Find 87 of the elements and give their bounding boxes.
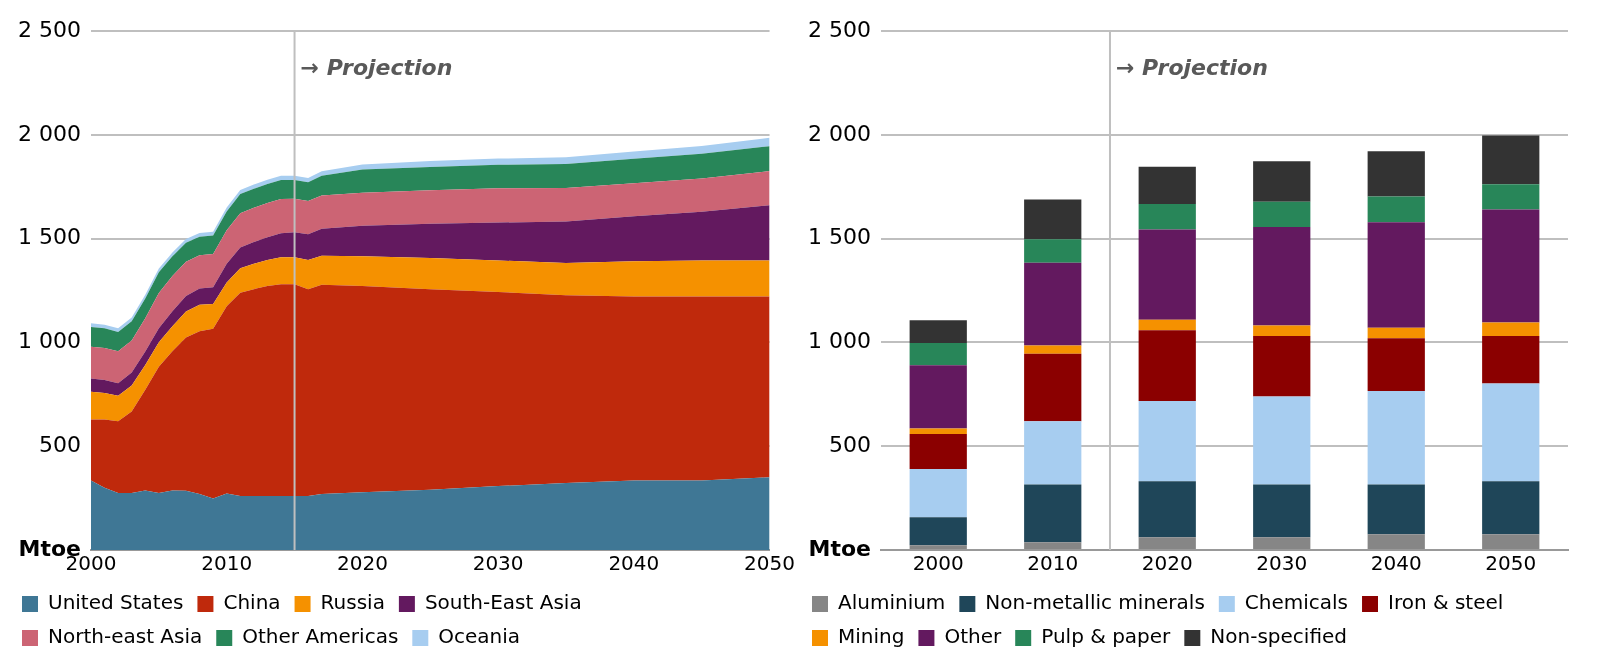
bar — [909, 434, 967, 470]
bar — [1482, 336, 1540, 384]
x-tick-label: 2050 — [1485, 551, 1537, 576]
y-tick-label: Mtoe — [808, 535, 871, 561]
ref-line-label: → Projection — [300, 54, 453, 80]
bar — [1367, 222, 1425, 328]
bar — [1138, 401, 1196, 482]
legend-label: Other Americas — [242, 624, 399, 649]
y-tick-label: 1 000 — [808, 328, 871, 354]
bar — [909, 469, 967, 518]
bar — [1138, 481, 1196, 538]
legend-label: Oceania — [438, 624, 521, 649]
x-tick-label: 2030 — [472, 551, 524, 576]
bar — [1482, 534, 1540, 549]
x-tick-label: 2020 — [336, 551, 388, 576]
y-tick-label: 500 — [828, 431, 871, 457]
bar — [1024, 199, 1082, 240]
bar — [1138, 229, 1196, 320]
bar — [1138, 204, 1196, 230]
legend-label: Aluminium — [838, 590, 946, 615]
bar — [1253, 484, 1311, 538]
legend-label: Non-metallic minerals — [985, 590, 1205, 615]
x-tick-label: 2010 — [1027, 551, 1079, 576]
legend-label: Non-specified — [1210, 624, 1347, 649]
bar — [1024, 345, 1082, 354]
x-tick-label: 2040 — [1370, 551, 1422, 576]
bar — [1367, 196, 1425, 223]
bar — [1138, 166, 1196, 205]
bar — [1024, 542, 1082, 549]
legend-label: North-east Asia — [48, 624, 203, 649]
bar — [1138, 319, 1196, 331]
y-tick-label: 2 500 — [808, 16, 871, 42]
bar — [1482, 383, 1540, 482]
y-tick-label: 2 500 — [18, 16, 81, 42]
x-tick-label: 2040 — [608, 551, 660, 576]
bar — [1482, 322, 1540, 337]
bar — [1253, 201, 1311, 228]
legend-label: China — [223, 590, 281, 615]
bar — [909, 320, 967, 344]
bar — [1482, 481, 1540, 535]
bar — [909, 343, 967, 366]
y-tick-label: 1 500 — [18, 224, 81, 250]
bar — [909, 517, 967, 546]
legend-label: South-East Asia — [424, 590, 582, 615]
x-tick-label: 2010 — [201, 551, 253, 576]
bar — [909, 365, 967, 429]
legend-label: Pulp & paper — [1041, 624, 1172, 649]
y-tick-label: 2 000 — [808, 120, 871, 146]
legend-label: Russia — [320, 590, 385, 615]
bar — [1482, 135, 1540, 185]
x-tick-label: 2050 — [744, 551, 795, 576]
y-tick-label: 1 000 — [18, 328, 81, 354]
y-tick-label: 2 000 — [18, 120, 81, 146]
bar — [909, 428, 967, 434]
bar — [1024, 262, 1082, 346]
x-tick-label: 2020 — [1141, 551, 1193, 576]
bar — [1367, 327, 1425, 339]
bar — [1138, 537, 1196, 549]
bar — [1367, 151, 1425, 197]
legend-label: Other — [944, 624, 1002, 649]
legend-label: Iron & steel — [1388, 590, 1504, 615]
bar — [1253, 396, 1311, 485]
bar — [1482, 184, 1540, 210]
legend-label: Mining — [838, 624, 905, 649]
bar — [1367, 338, 1425, 392]
bar — [909, 545, 967, 549]
legend-label: United States — [48, 590, 184, 615]
bar — [1253, 336, 1311, 397]
bar — [1024, 484, 1082, 543]
bar — [1253, 161, 1311, 202]
bar — [1024, 421, 1082, 485]
bar — [1482, 209, 1540, 323]
annotation: → Projection — [1115, 54, 1268, 80]
bar — [1138, 330, 1196, 401]
x-tick-label: 2030 — [1256, 551, 1308, 576]
y-tick-label: 500 — [38, 431, 81, 457]
legend-label: Chemicals — [1244, 590, 1349, 615]
bar — [1024, 239, 1082, 263]
y-tick-label: 1 500 — [808, 224, 871, 250]
bar — [1024, 353, 1082, 422]
bar — [1367, 484, 1425, 535]
bar — [1253, 325, 1311, 337]
bar — [1367, 534, 1425, 549]
bar — [1253, 227, 1311, 326]
bar — [1253, 537, 1311, 549]
bar — [1367, 391, 1425, 485]
x-tick-label: 2000 — [912, 551, 964, 576]
